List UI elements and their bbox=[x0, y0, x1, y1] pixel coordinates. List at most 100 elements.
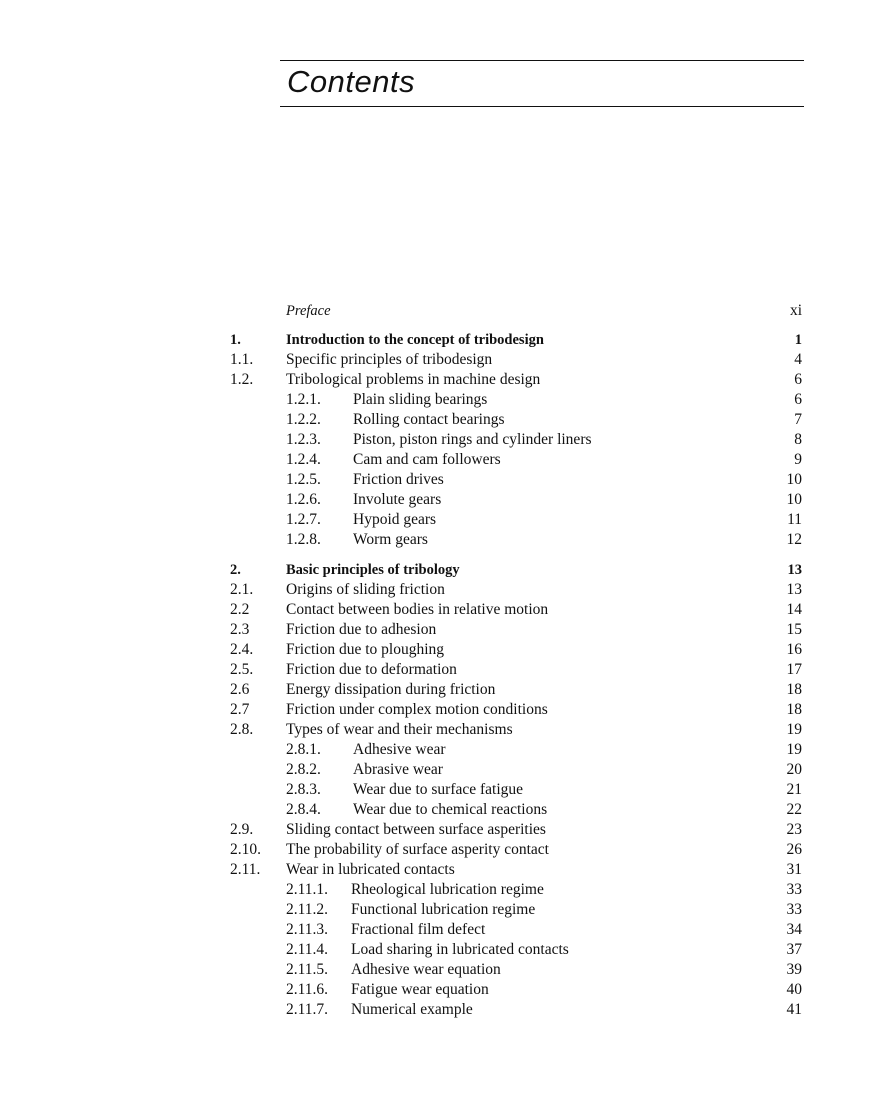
toc-entry: 1.2. Tribological problems in machine des… bbox=[0, 370, 872, 390]
toc-entry: 2.4. Friction due to ploughing 16 bbox=[0, 640, 872, 660]
toc-entry-page: 26 bbox=[786, 841, 803, 858]
toc-entry-title: Specific principles of tribodesign bbox=[286, 351, 493, 368]
toc-entry: 2.5. Friction due to deformation 17 bbox=[0, 660, 872, 680]
toc-entry-page: 6 bbox=[794, 391, 802, 408]
toc-entry-page: 10 bbox=[786, 491, 803, 508]
toc-entry-number: 1.2.1. bbox=[286, 391, 321, 408]
toc-entry-number: 2.11.7. bbox=[286, 1001, 329, 1018]
top-rule bbox=[280, 60, 804, 61]
toc-entry-number: 2.8.4. bbox=[286, 801, 321, 818]
toc-entry-page: 39 bbox=[786, 961, 803, 978]
toc-entry-page: 14 bbox=[786, 601, 803, 618]
toc-entry: 1.2.1. Plain sliding bearings 6 bbox=[0, 390, 872, 410]
toc-entry: 2.8.2. Abrasive wear 20 bbox=[0, 760, 872, 780]
toc-entry-title: Friction due to deformation bbox=[286, 661, 457, 678]
toc-entry-page: 16 bbox=[786, 641, 803, 658]
toc-entry: 1.2.3. Piston, piston rings and cylinder … bbox=[0, 430, 872, 450]
toc-entry-title: Wear due to chemical reactions bbox=[353, 801, 548, 818]
toc-entry-number: 2.11.1. bbox=[286, 881, 329, 898]
toc-entry-page: 19 bbox=[786, 741, 803, 758]
toc-entry-page: 40 bbox=[786, 981, 803, 998]
toc-entry: 2. Basic principles of tribology 13 bbox=[0, 560, 872, 580]
toc-entry: 2.8.3. Wear due to surface fatigue 21 bbox=[0, 780, 872, 800]
toc-entry-number: 1.2.7. bbox=[286, 511, 321, 528]
toc-entry-number: 1. bbox=[230, 332, 241, 348]
toc-entry-title: Adhesive wear bbox=[353, 741, 446, 758]
toc-entry: 2.6 Energy dissipation during friction 18 bbox=[0, 680, 872, 700]
toc-entry-title: Functional lubrication regime bbox=[351, 901, 536, 918]
toc-entry-number: 2.8.3. bbox=[286, 781, 321, 798]
toc-entry-number: 2. bbox=[230, 562, 241, 578]
toc-entry-title: Contact between bodies in relative motio… bbox=[286, 601, 549, 618]
toc-entry-page: 18 bbox=[786, 681, 803, 698]
toc-entry-number: 2.6 bbox=[230, 681, 250, 698]
toc-entry-page: xi bbox=[789, 302, 802, 319]
toc-entry-page: 33 bbox=[786, 901, 803, 918]
toc-entry: 1. Introduction to the concept of tribode… bbox=[0, 330, 872, 350]
toc-entry-title: Tribological problems in machine design bbox=[286, 371, 541, 388]
toc-entry-page: 11 bbox=[787, 511, 802, 528]
toc-entry-title: Wear due to surface fatigue bbox=[353, 781, 524, 798]
toc-entry: 2.11.1. Rheological lubrication regime 33 bbox=[0, 880, 872, 900]
toc-entry-page: 23 bbox=[786, 821, 803, 838]
bottom-rule bbox=[280, 106, 804, 107]
toc-entry: 1.1. Specific principles of tribodesign 4 bbox=[0, 350, 872, 370]
toc-entry-title: Hypoid gears bbox=[353, 511, 437, 528]
toc-entry-title: Friction due to ploughing bbox=[286, 641, 445, 658]
toc-entry-number: 2.11.6. bbox=[286, 981, 329, 998]
toc-entry-title: Plain sliding bearings bbox=[353, 391, 488, 408]
toc-entry-title: Origins of sliding friction bbox=[286, 581, 445, 598]
toc-entry-page: 1 bbox=[794, 332, 802, 348]
toc-entry-number: 2.11.2. bbox=[286, 901, 329, 918]
toc-entry: 2.11.6. Fatigue wear equation 40 bbox=[0, 980, 872, 1000]
toc-entry-title: Rheological lubrication regime bbox=[351, 881, 544, 898]
toc-entry-title: Sliding contact between surface asperiti… bbox=[286, 821, 546, 838]
toc-entry-page: 41 bbox=[786, 1001, 803, 1018]
page-title: Contents bbox=[287, 64, 416, 99]
toc-entry-title: Friction under complex motion conditions bbox=[286, 701, 548, 718]
toc-entry-page: 18 bbox=[786, 701, 803, 718]
toc-entry-number: 2.1. bbox=[230, 581, 254, 598]
toc-entry-number: 2.3 bbox=[230, 621, 250, 638]
toc-entry-number: 2.11. bbox=[230, 861, 261, 878]
toc-entry: 2.11.7. Numerical example 41 bbox=[0, 1000, 872, 1020]
toc-entry-page: 21 bbox=[786, 781, 803, 798]
toc-entry-number: 2.4. bbox=[230, 641, 254, 658]
toc-entry-number: 1.2.5. bbox=[286, 471, 321, 488]
toc-entry: 2.7 Friction under complex motion conditi… bbox=[0, 700, 872, 720]
toc-entry-page: 34 bbox=[786, 921, 803, 938]
toc-entry-page: 7 bbox=[794, 411, 802, 428]
toc-entry-number: 2.8. bbox=[230, 721, 254, 738]
toc-entry: 2.8. Types of wear and their mechanisms 19 bbox=[0, 720, 872, 740]
toc-entry-number: 2.2 bbox=[230, 601, 250, 618]
toc-entry-number: 2.11.5. bbox=[286, 961, 329, 978]
toc-entry-title: Load sharing in lubricated contacts bbox=[351, 941, 569, 958]
toc-entry-number: 1.1. bbox=[230, 351, 254, 368]
toc-entry-title: Preface bbox=[286, 303, 331, 319]
toc-entry-title: Introduction to the concept of tribodesi… bbox=[286, 332, 544, 348]
toc-entry-page: 31 bbox=[786, 861, 803, 878]
toc-entry: 2.8.1. Adhesive wear 19 bbox=[0, 740, 872, 760]
toc-entry-title: Worm gears bbox=[353, 531, 428, 548]
toc-entry: 2.11.2. Functional lubrication regime 33 bbox=[0, 900, 872, 920]
toc-entry-number: 1.2.4. bbox=[286, 451, 321, 468]
toc-entry: 2.11.5. Adhesive wear equation 39 bbox=[0, 960, 872, 980]
toc-entry-page: 13 bbox=[786, 581, 803, 598]
toc-entry: 1.2.2. Rolling contact bearings 7 bbox=[0, 410, 872, 430]
toc-entry-number: 2.11.4. bbox=[286, 941, 329, 958]
toc-entry: 1.2.5. Friction drives 10 bbox=[0, 470, 872, 490]
toc-entry: 2.9. Sliding contact between surface aspe… bbox=[0, 820, 872, 840]
toc-entry-title: Friction drives bbox=[353, 471, 444, 488]
toc-entry-page: 37 bbox=[786, 941, 803, 958]
toc-entry-number: 2.10. bbox=[230, 841, 261, 858]
toc-entry-number: 2.8.1. bbox=[286, 741, 321, 758]
toc-entry: 2.11.3. Fractional film defect 34 bbox=[0, 920, 872, 940]
toc-entry-page: 10 bbox=[786, 471, 803, 488]
toc-entry-number: 1.2.2. bbox=[286, 411, 321, 428]
toc-entry: 1.2.8. Worm gears 12 bbox=[0, 530, 872, 550]
toc-entry-title: Adhesive wear equation bbox=[351, 961, 501, 978]
toc-entry-title: Involute gears bbox=[353, 491, 442, 508]
toc-entry: 2.11. Wear in lubricated contacts 31 bbox=[0, 860, 872, 880]
toc-entry-page: 4 bbox=[794, 351, 802, 368]
toc-entry-page: 13 bbox=[787, 562, 803, 578]
